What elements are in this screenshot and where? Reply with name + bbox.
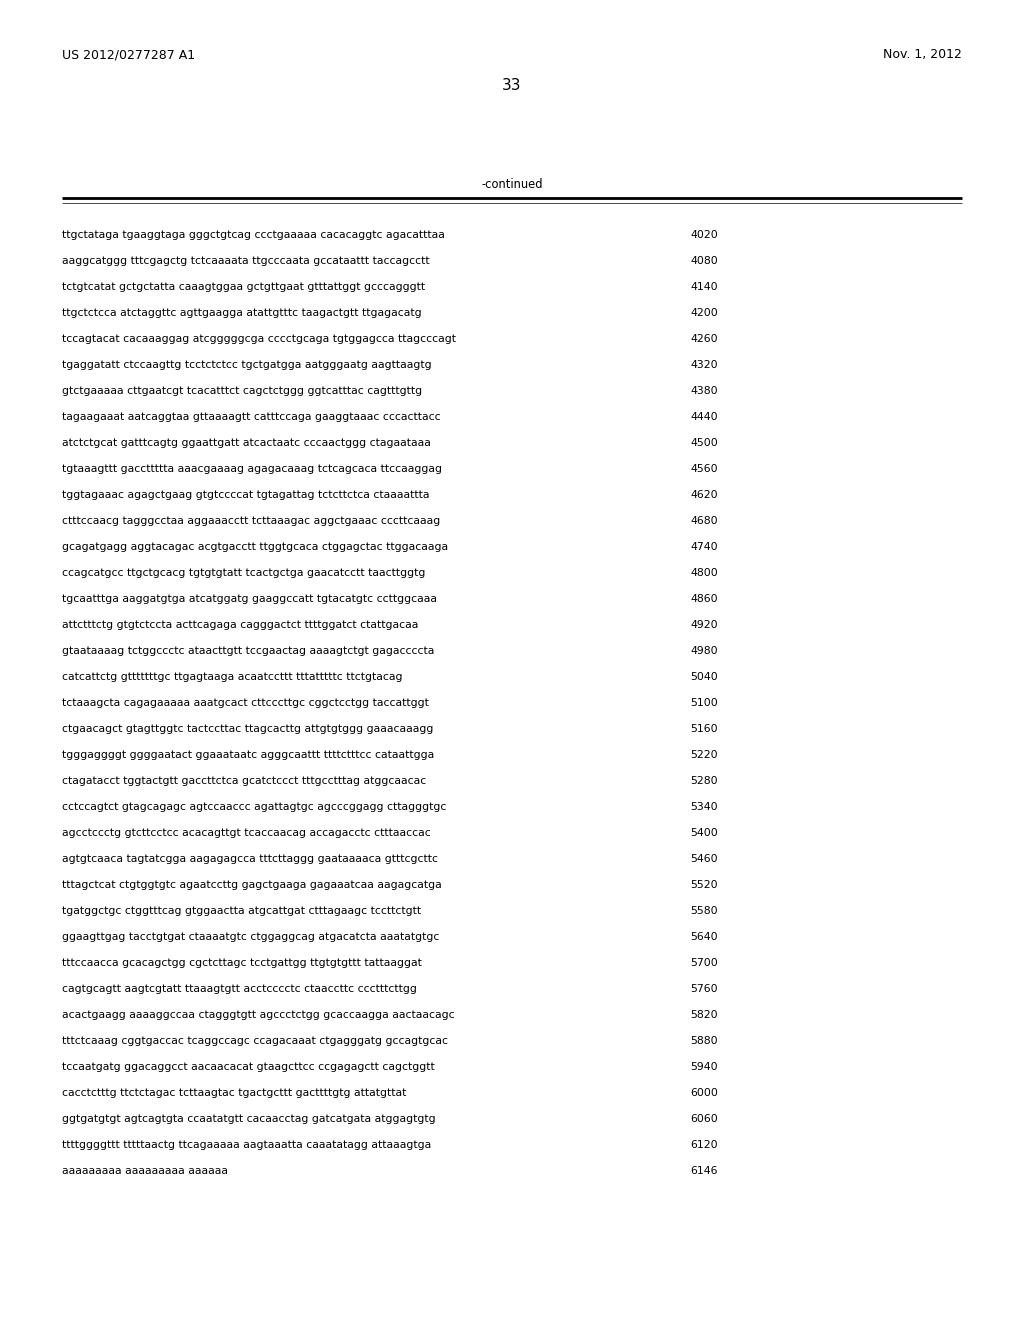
Text: US 2012/0277287 A1: US 2012/0277287 A1 <box>62 48 196 61</box>
Text: tgtaaagttt gaccttttta aaacgaaaag agagacaaag tctcagcaca ttccaaggag: tgtaaagttt gaccttttta aaacgaaaag agagaca… <box>62 465 442 474</box>
Text: tttctcaaag cggtgaccac tcaggccagc ccagacaaat ctgagggatg gccagtgcac: tttctcaaag cggtgaccac tcaggccagc ccagaca… <box>62 1036 449 1045</box>
Text: atctctgcat gatttcagtg ggaattgatt atcactaatc cccaactggg ctagaataaa: atctctgcat gatttcagtg ggaattgatt atcacta… <box>62 438 431 447</box>
Text: tagaagaaat aatcaggtaa gttaaaagtt catttccaga gaaggtaaac cccacttacc: tagaagaaat aatcaggtaa gttaaaagtt catttcc… <box>62 412 440 422</box>
Text: 6120: 6120 <box>690 1140 718 1150</box>
Text: 5340: 5340 <box>690 803 718 812</box>
Text: ggaagttgag tacctgtgat ctaaaatgtc ctggaggcag atgacatcta aaatatgtgc: ggaagttgag tacctgtgat ctaaaatgtc ctggagg… <box>62 932 439 942</box>
Text: 4200: 4200 <box>690 308 718 318</box>
Text: tgatggctgc ctggtttcag gtggaactta atgcattgat ctttagaagc tccttctgtt: tgatggctgc ctggtttcag gtggaactta atgcatt… <box>62 906 421 916</box>
Text: ctgaacagct gtagttggtc tactccttac ttagcacttg attgtgtggg gaaacaaagg: ctgaacagct gtagttggtc tactccttac ttagcac… <box>62 723 433 734</box>
Text: 4020: 4020 <box>690 230 718 240</box>
Text: 5940: 5940 <box>690 1063 718 1072</box>
Text: tgggaggggt ggggaatact ggaaataatc agggcaattt ttttctttcc cataattgga: tgggaggggt ggggaatact ggaaataatc agggcaa… <box>62 750 434 760</box>
Text: 4920: 4920 <box>690 620 718 630</box>
Text: 4620: 4620 <box>690 490 718 500</box>
Text: ttgctataga tgaaggtaga gggctgtcag ccctgaaaaa cacacaggtc agacatttaa: ttgctataga tgaaggtaga gggctgtcag ccctgaa… <box>62 230 444 240</box>
Text: 5400: 5400 <box>690 828 718 838</box>
Text: Nov. 1, 2012: Nov. 1, 2012 <box>883 48 962 61</box>
Text: 5220: 5220 <box>690 750 718 760</box>
Text: 5820: 5820 <box>690 1010 718 1020</box>
Text: 5640: 5640 <box>690 932 718 942</box>
Text: tttccaacca gcacagctgg cgctcttagc tcctgattgg ttgtgtgttt tattaaggat: tttccaacca gcacagctgg cgctcttagc tcctgat… <box>62 958 422 968</box>
Text: 6060: 6060 <box>690 1114 718 1125</box>
Text: 5760: 5760 <box>690 983 718 994</box>
Text: tctaaagcta cagagaaaaa aaatgcact cttcccttgc cggctcctgg taccattggt: tctaaagcta cagagaaaaa aaatgcact cttccctt… <box>62 698 429 708</box>
Text: aaggcatggg tttcgagctg tctcaaaata ttgcccaata gccataattt taccagcctt: aaggcatggg tttcgagctg tctcaaaata ttgccca… <box>62 256 430 267</box>
Text: 4560: 4560 <box>690 465 718 474</box>
Text: aaaaaaaaa aaaaaaaaa aaaaaa: aaaaaaaaa aaaaaaaaa aaaaaa <box>62 1166 228 1176</box>
Text: tgcaatttga aaggatgtga atcatggatg gaaggccatt tgtacatgtc ccttggcaaa: tgcaatttga aaggatgtga atcatggatg gaaggcc… <box>62 594 437 605</box>
Text: 5580: 5580 <box>690 906 718 916</box>
Text: 5160: 5160 <box>690 723 718 734</box>
Text: 33: 33 <box>502 78 522 92</box>
Text: 4980: 4980 <box>690 645 718 656</box>
Text: 5700: 5700 <box>690 958 718 968</box>
Text: cctccagtct gtagcagagc agtccaaccc agattagtgc agcccggagg cttagggtgc: cctccagtct gtagcagagc agtccaaccc agattag… <box>62 803 446 812</box>
Text: cacctctttg ttctctagac tcttaagtac tgactgcttt gacttttgtg attatgttat: cacctctttg ttctctagac tcttaagtac tgactgc… <box>62 1088 407 1098</box>
Text: attctttctg gtgtctccta acttcagaga cagggactct ttttggatct ctattgacaa: attctttctg gtgtctccta acttcagaga cagggac… <box>62 620 419 630</box>
Text: acactgaagg aaaaggccaa ctagggtgtt agccctctgg gcaccaagga aactaacagc: acactgaagg aaaaggccaa ctagggtgtt agccctc… <box>62 1010 455 1020</box>
Text: agcctccctg gtcttcctcc acacagttgt tcaccaacag accagacctc ctttaaccac: agcctccctg gtcttcctcc acacagttgt tcaccaa… <box>62 828 431 838</box>
Text: 4440: 4440 <box>690 412 718 422</box>
Text: ccagcatgcc ttgctgcacg tgtgtgtatt tcactgctga gaacatcctt taacttggtg: ccagcatgcc ttgctgcacg tgtgtgtatt tcactgc… <box>62 568 425 578</box>
Text: 5880: 5880 <box>690 1036 718 1045</box>
Text: 5460: 5460 <box>690 854 718 865</box>
Text: -continued: -continued <box>481 178 543 191</box>
Text: 4800: 4800 <box>690 568 718 578</box>
Text: tgaggatatt ctccaagttg tcctctctcc tgctgatgga aatgggaatg aagttaagtg: tgaggatatt ctccaagttg tcctctctcc tgctgat… <box>62 360 432 370</box>
Text: ggtgatgtgt agtcagtgta ccaatatgtt cacaacctag gatcatgata atggagtgtg: ggtgatgtgt agtcagtgta ccaatatgtt cacaacc… <box>62 1114 435 1125</box>
Text: tggtagaaac agagctgaag gtgtccccat tgtagattag tctcttctca ctaaaattta: tggtagaaac agagctgaag gtgtccccat tgtagat… <box>62 490 429 500</box>
Text: tctgtcatat gctgctatta caaagtggaa gctgttgaat gtttattggt gcccagggtt: tctgtcatat gctgctatta caaagtggaa gctgttg… <box>62 282 425 292</box>
Text: cagtgcagtt aagtcgtatt ttaaagtgtt acctcccctc ctaaccttc ccctttcttgg: cagtgcagtt aagtcgtatt ttaaagtgtt acctccc… <box>62 983 417 994</box>
Text: ctagatacct tggtactgtt gaccttctca gcatctccct tttgcctttag atggcaacac: ctagatacct tggtactgtt gaccttctca gcatctc… <box>62 776 426 785</box>
Text: tccaatgatg ggacaggcct aacaacacat gtaagcttcc ccgagagctt cagctggtt: tccaatgatg ggacaggcct aacaacacat gtaagct… <box>62 1063 435 1072</box>
Text: gtctgaaaaa cttgaatcgt tcacatttct cagctctggg ggtcatttac cagtttgttg: gtctgaaaaa cttgaatcgt tcacatttct cagctct… <box>62 385 422 396</box>
Text: 5520: 5520 <box>690 880 718 890</box>
Text: gtaataaaag tctggccctc ataacttgtt tccgaactag aaaagtctgt gagaccccta: gtaataaaag tctggccctc ataacttgtt tccgaac… <box>62 645 434 656</box>
Text: 4080: 4080 <box>690 256 718 267</box>
Text: 4260: 4260 <box>690 334 718 345</box>
Text: 4860: 4860 <box>690 594 718 605</box>
Text: 4320: 4320 <box>690 360 718 370</box>
Text: 5100: 5100 <box>690 698 718 708</box>
Text: tttagctcat ctgtggtgtc agaatccttg gagctgaaga gagaaatcaa aagagcatga: tttagctcat ctgtggtgtc agaatccttg gagctga… <box>62 880 441 890</box>
Text: 6146: 6146 <box>690 1166 718 1176</box>
Text: 5280: 5280 <box>690 776 718 785</box>
Text: ttttggggttt tttttaactg ttcagaaaaa aagtaaatta caaatatagg attaaagtga: ttttggggttt tttttaactg ttcagaaaaa aagtaa… <box>62 1140 431 1150</box>
Text: 5040: 5040 <box>690 672 718 682</box>
Text: agtgtcaaca tagtatcgga aagagagcca tttcttaggg gaataaaaca gtttcgcttc: agtgtcaaca tagtatcgga aagagagcca tttctta… <box>62 854 438 865</box>
Text: ttgctctcca atctaggttc agttgaagga atattgtttc taagactgtt ttgagacatg: ttgctctcca atctaggttc agttgaagga atattgt… <box>62 308 422 318</box>
Text: 4500: 4500 <box>690 438 718 447</box>
Text: ctttccaacg tagggcctaa aggaaacctt tcttaaagac aggctgaaac cccttcaaag: ctttccaacg tagggcctaa aggaaacctt tcttaaa… <box>62 516 440 525</box>
Text: 6000: 6000 <box>690 1088 718 1098</box>
Text: tccagtacat cacaaaggag atcgggggcga cccctgcaga tgtggagcca ttagcccagt: tccagtacat cacaaaggag atcgggggcga cccctg… <box>62 334 456 345</box>
Text: 4140: 4140 <box>690 282 718 292</box>
Text: gcagatgagg aggtacagac acgtgacctt ttggtgcaca ctggagctac ttggacaaga: gcagatgagg aggtacagac acgtgacctt ttggtgc… <box>62 543 449 552</box>
Text: 4680: 4680 <box>690 516 718 525</box>
Text: 4380: 4380 <box>690 385 718 396</box>
Text: 4740: 4740 <box>690 543 718 552</box>
Text: catcattctg gtttttttgc ttgagtaaga acaatccttt tttatttttc ttctgtacag: catcattctg gtttttttgc ttgagtaaga acaatcc… <box>62 672 402 682</box>
